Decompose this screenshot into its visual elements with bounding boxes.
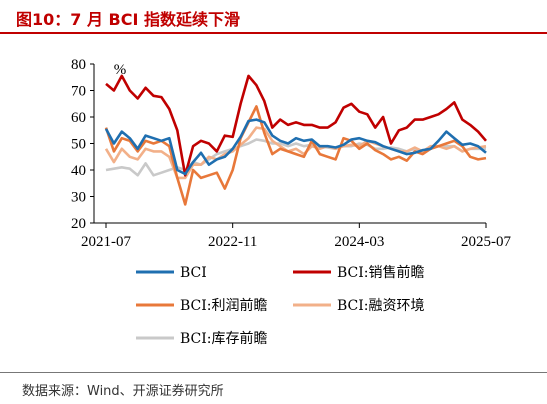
series-line-1 bbox=[105, 74, 487, 177]
x-tick-label: 2024-03 bbox=[334, 234, 384, 250]
legend-label-1: BCI:销售前瞻 bbox=[337, 264, 425, 281]
series-line-0 bbox=[104, 118, 487, 176]
y-unit-label: % bbox=[114, 62, 127, 78]
series-line-4 bbox=[105, 138, 486, 177]
source-note: 数据来源：Wind、开源证券研究所 bbox=[22, 384, 224, 399]
legend-label-4: BCI:库存前瞻 bbox=[180, 330, 268, 347]
legend-label-3: BCI:融资环境 bbox=[337, 298, 425, 314]
figure-title: 图10：7 月 BCI 指数延续下滑 bbox=[16, 10, 241, 29]
chart-series bbox=[104, 74, 487, 206]
source-divider bbox=[0, 372, 547, 373]
y-tick-label: 40 bbox=[71, 163, 86, 179]
y-tick-label: 80 bbox=[71, 57, 86, 73]
y-tick-label: 60 bbox=[71, 110, 86, 126]
y-tick-label: 20 bbox=[71, 216, 86, 232]
legend-label-0: BCI bbox=[180, 265, 207, 281]
y-tick-label: 50 bbox=[71, 137, 86, 153]
y-tick-label: 30 bbox=[71, 190, 86, 206]
x-tick-label: 2025-07 bbox=[461, 234, 511, 250]
bci-line-chart: 20 30 40 50 60 70 80 % 2021-07 2022-11 2024-03 2025… bbox=[71, 57, 511, 347]
x-tick-label: 2021-07 bbox=[81, 234, 131, 250]
title-bar bbox=[0, 0, 547, 34]
series-line-2 bbox=[104, 105, 487, 206]
legend-label-2: BCI:利润前瞻 bbox=[180, 297, 268, 314]
y-tick-label: 70 bbox=[71, 84, 86, 100]
chart-legend: BCI BCI:销售前瞻 BCI:利润前瞻 BCI:融资环境 BCI:库存前瞻 bbox=[136, 264, 425, 347]
x-tick-label: 2022-11 bbox=[208, 234, 257, 250]
chart-axes: 20 30 40 50 60 70 80 % 2021-07 2022-11 2024-03 2025… bbox=[71, 57, 511, 250]
